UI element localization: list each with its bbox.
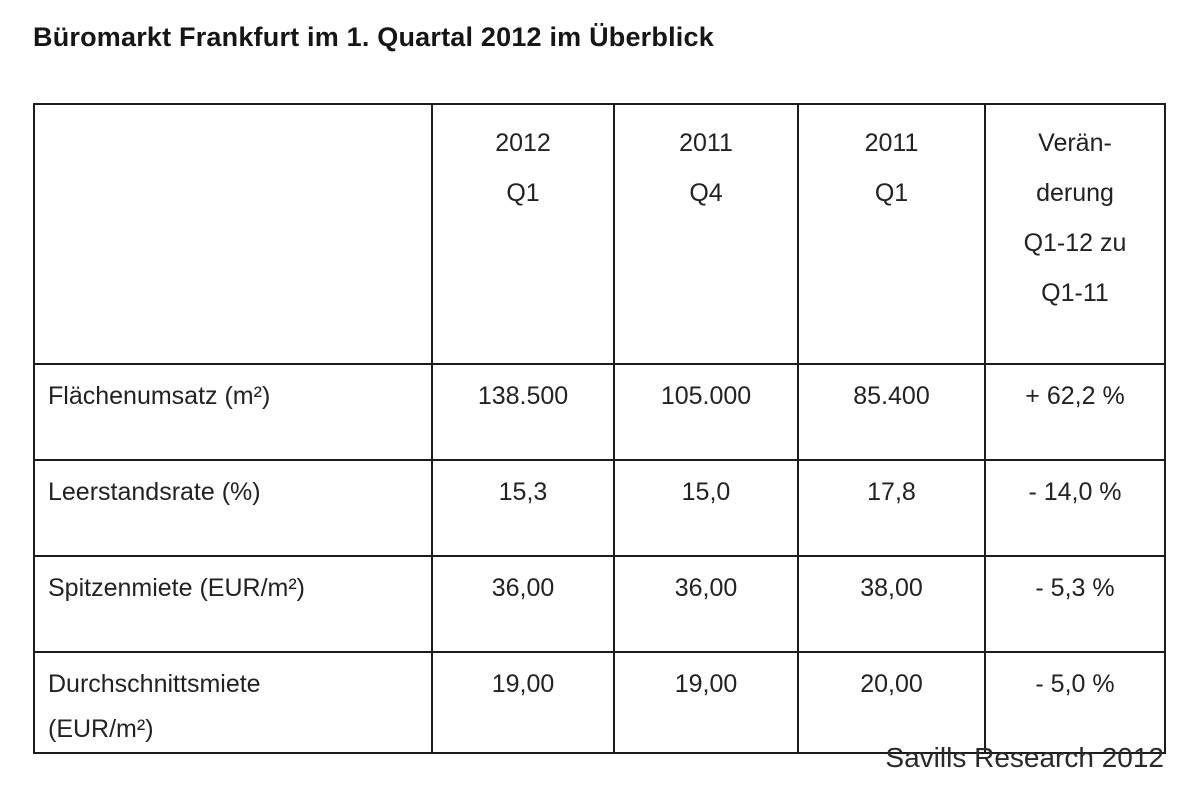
cell-change: - 5,0 % [984, 651, 1166, 754]
table-row: Durchschnittsmiete (EUR/m²) 19,00 19,00 20,0… [33, 651, 1166, 754]
column-header-line: 2012 [495, 129, 551, 157]
cell-q1-2011: 20,00 [797, 651, 986, 754]
row-label-line: Durchschnittsmiete [48, 670, 261, 698]
row-label: Spitzenmiete (EUR/m²) [33, 555, 433, 653]
market-overview-table: 2012 Q1 2011 Q4 2011 Q1 Verän-derung Q1-12 zu Q1… [33, 103, 1166, 754]
row-label-line: Spitzenmiete (EUR/m²) [48, 574, 305, 602]
column-header-line: 2011 [679, 129, 733, 157]
cell-q1-2011: 38,00 [797, 555, 986, 653]
column-header-line: Q1 [874, 179, 909, 207]
column-header-q1-2012: 2012 Q1 [431, 103, 615, 365]
cell-change: - 5,3 % [984, 555, 1166, 653]
cell-q1-2011: 17,8 [797, 459, 986, 557]
cell-q1-2012: 36,00 [431, 555, 615, 653]
column-header-line: Verän- [1038, 129, 1112, 157]
table-header: 2012 Q1 2011 Q4 2011 Q1 Verän-derung Q1-12 zu Q1… [33, 103, 1166, 365]
cell-q1-2012: 19,00 [431, 651, 615, 754]
cell-q1-2012: 138.500 [431, 363, 615, 461]
column-header-line: Q1-12 zu [1023, 229, 1127, 257]
cell-q4-2011: 105.000 [613, 363, 799, 461]
column-header-metric [33, 103, 433, 365]
row-label: Leerstandsrate (%) [33, 459, 433, 557]
cell-q1-2012: 15,3 [431, 459, 615, 557]
table-body: Flächenumsatz (m²) 138.500 105.000 85.400 + … [33, 363, 1166, 754]
table-row: Flächenumsatz (m²) 138.500 105.000 85.400 + … [33, 363, 1166, 461]
page-title: Büromarkt Frankfurt im 1. Quartal 2012 i… [33, 22, 714, 52]
source-credit: Savills Research 2012 [885, 742, 1164, 773]
cell-change: + 62,2 % [984, 363, 1166, 461]
row-label: Durchschnittsmiete (EUR/m²) [33, 651, 433, 754]
column-header-line: Q1 [506, 179, 540, 207]
column-header-q1-2011: 2011 Q1 [797, 103, 986, 365]
row-label-line: Flächenumsatz (m²) [48, 382, 271, 410]
column-header-line: derung [1036, 179, 1114, 207]
column-header-change: Verän-derung Q1-12 zu Q1-11 [984, 103, 1166, 365]
row-label: Flächenumsatz (m²) [33, 363, 433, 461]
cell-q4-2011: 19,00 [613, 651, 799, 754]
cell-change: - 14,0 % [984, 459, 1166, 557]
table-row: Spitzenmiete (EUR/m²) 36,00 36,00 38,00- 5,… [33, 555, 1166, 653]
table-header-row: 2012 Q1 2011 Q4 2011 Q1 Verän-derung Q1-12 zu Q1… [33, 103, 1166, 365]
column-header-q4-2011: 2011 Q4 [613, 103, 799, 365]
cell-q4-2011: 36,00 [613, 555, 799, 653]
column-header-line: Q1-11 [1041, 279, 1109, 307]
table-row: Leerstandsrate (%) 15,3 15,0 17,8- 14,0 % [33, 459, 1166, 557]
row-label-line: Leerstandsrate (%) [48, 478, 261, 506]
cell-q4-2011: 15,0 [613, 459, 799, 557]
cell-q1-2011: 85.400 [797, 363, 986, 461]
column-header-line: Q4 [689, 179, 723, 207]
row-label-line: (EUR/m²) [48, 715, 154, 743]
column-header-line: 2011 [864, 129, 919, 157]
